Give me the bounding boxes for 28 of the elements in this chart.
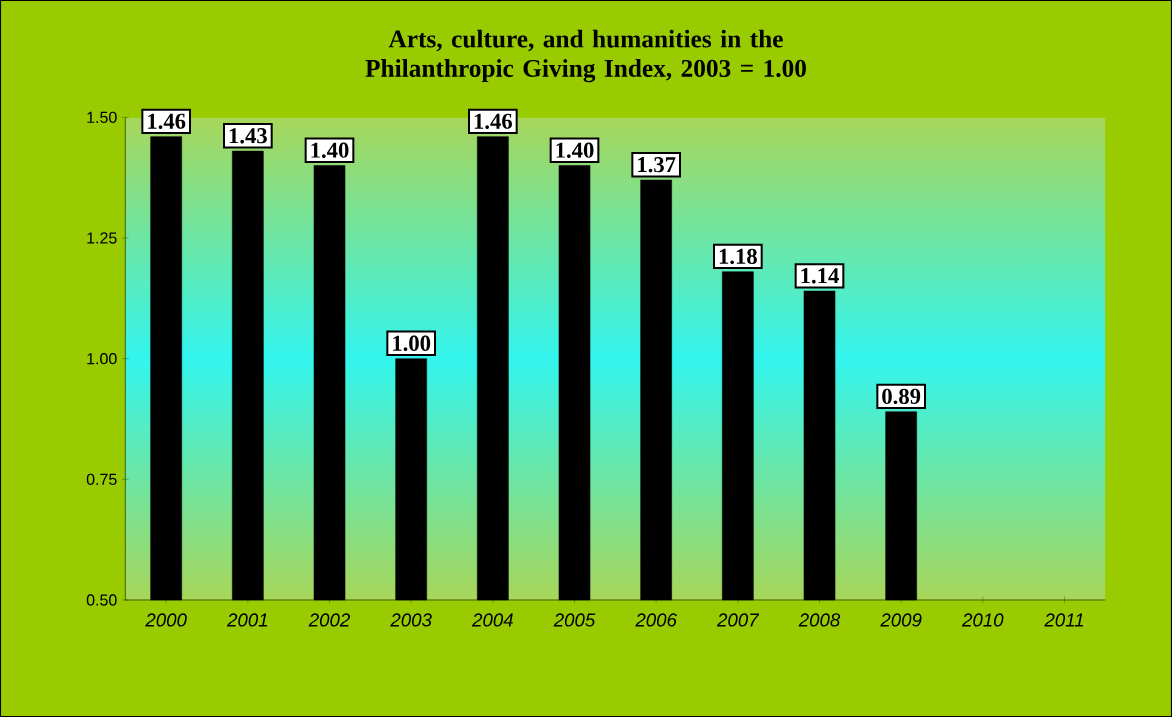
data-label: 1.46	[148, 113, 186, 129]
data-label: 1.00	[393, 335, 431, 351]
x-tick-label: 2001	[226, 613, 268, 627]
x-tick-label: 2002	[308, 613, 350, 627]
data-label: 1.40	[311, 142, 349, 158]
y-tick-label: 1.50	[87, 111, 117, 123]
x-tick-label: 2000	[145, 613, 187, 627]
x-tick-label: 2010	[961, 613, 1004, 627]
data-label: 1.46	[474, 113, 512, 129]
y-tick-label: 1.00	[87, 353, 117, 365]
data-label: 1.43	[229, 128, 267, 144]
x-tick-label: 2008	[798, 613, 841, 627]
y-tick-label: 0.75	[86, 473, 117, 485]
x-tick-label: 2011	[1044, 613, 1083, 627]
x-tick-label: 2003	[390, 613, 432, 627]
x-tick-label: 2006	[635, 613, 677, 627]
x-tick-label: 2004	[471, 613, 513, 627]
x-tick-label: 2005	[553, 613, 596, 627]
chart-title: Arts, culture, and humanities in the Philanthropic Giving Index, 2003 = 1.00	[365, 29, 806, 83]
data-label: 1.18	[719, 248, 757, 265]
data-label: 0.89	[882, 388, 921, 405]
data-label: 1.37	[638, 157, 676, 173]
x-tick-label: 2007	[716, 613, 760, 627]
data-label: 1.40	[556, 142, 594, 158]
y-tick-label: 0.50	[86, 594, 117, 606]
data-label: 1.14	[801, 268, 839, 284]
y-tick-label: 1.25	[87, 232, 117, 244]
x-tick-label: 2009	[880, 613, 922, 627]
